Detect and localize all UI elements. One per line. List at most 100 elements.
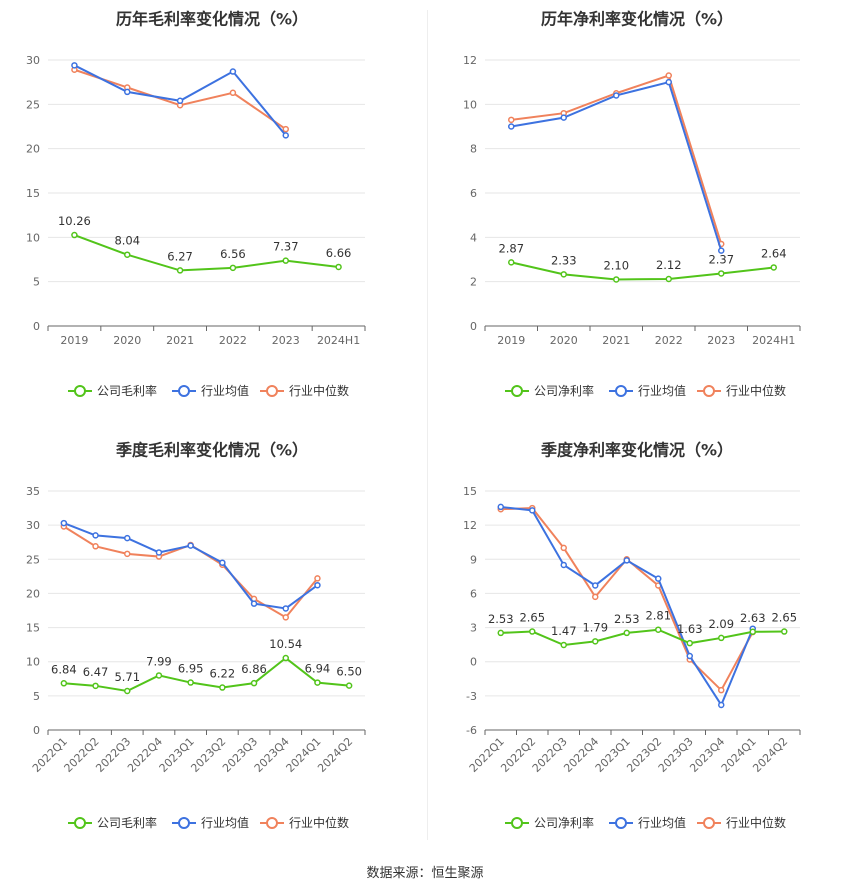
- data-point-avg: [560, 561, 567, 569]
- y-tick-label: 2: [470, 276, 477, 289]
- data-point-company: [250, 679, 258, 687]
- data-point-median: [92, 543, 99, 550]
- data-point-avg: [497, 503, 504, 511]
- legend-swatch-marker: [178, 817, 190, 829]
- data-point-company: [508, 259, 515, 266]
- x-tick-label: 2019: [60, 334, 88, 347]
- x-tick-label: 2024H1: [317, 334, 360, 347]
- legend-label: 行业中位数: [726, 815, 786, 830]
- data-label: 5.71: [114, 670, 140, 684]
- data-label: 6.47: [83, 665, 109, 679]
- data-point-company: [592, 638, 599, 645]
- legend-label: 行业中位数: [289, 383, 349, 398]
- data-point-company: [560, 641, 567, 649]
- data-point-median: [282, 125, 289, 133]
- y-tick-label: 6: [470, 187, 477, 200]
- annual-gross-margin-chart: 历年毛利率变化情况（%） 0 5 10 15 20 25 30 2019 2020 2021 2022…: [0, 0, 425, 430]
- legend-label: 行业中位数: [726, 383, 786, 398]
- legend-label: 公司净利率: [534, 383, 594, 398]
- y-tick-label: 9: [470, 553, 477, 566]
- y-tick-label: 3: [470, 622, 477, 635]
- series-line-company: [63, 656, 350, 693]
- data-label: 2.53: [488, 612, 514, 626]
- x-tick-label: 2023: [707, 334, 735, 347]
- data-label: 2.37: [708, 252, 734, 266]
- data-point-company: [529, 628, 536, 635]
- data-point-median: [665, 72, 672, 79]
- data-point-company: [497, 629, 504, 637]
- data-point-avg: [92, 532, 99, 539]
- x-tick-label: 2020: [113, 334, 141, 347]
- series-line-company: [511, 261, 774, 281]
- y-tick-label: 15: [463, 485, 477, 498]
- y-tick-label: 5: [33, 276, 40, 289]
- data-label: 1.79: [582, 620, 608, 634]
- data-point-median: [508, 116, 515, 124]
- legend-label: 行业均值: [201, 383, 249, 398]
- legend-label: 公司毛利率: [97, 383, 157, 398]
- y-tick-label: 4: [470, 231, 477, 244]
- legend-label: 公司净利率: [534, 815, 594, 830]
- data-point-avg: [655, 575, 662, 582]
- y-tick-label: 8: [470, 143, 477, 156]
- data-label: 2.09: [708, 617, 734, 631]
- data-point-avg: [176, 97, 184, 105]
- data-point-company: [314, 679, 321, 686]
- series-line-avg: [63, 522, 319, 610]
- legend-swatch-marker: [511, 385, 523, 397]
- x-tick-label: 2024Q2: [315, 735, 355, 775]
- data-point-company: [92, 682, 99, 690]
- data-point-company: [124, 687, 131, 695]
- y-tick-label: 20: [26, 143, 40, 156]
- x-tick-label: 2021: [602, 334, 630, 347]
- data-label: 2.65: [771, 611, 797, 625]
- data-label: 2.12: [656, 258, 682, 272]
- data-label: 6.86: [241, 662, 267, 676]
- data-point-company: [176, 267, 184, 274]
- chart-title: 季度毛利率变化情况（%）: [115, 441, 308, 460]
- data-point-avg: [718, 701, 725, 709]
- data-point-company: [665, 275, 672, 283]
- data-point-median: [560, 544, 567, 552]
- data-source-footer: 数据来源：恒生聚源: [366, 866, 484, 881]
- annual-net-margin-chart: 历年净利率变化情况（%） 0 2 4 6 8 10 12 2019 2020 2021 2022 202…: [425, 0, 850, 430]
- y-tick-label: 0: [470, 320, 477, 333]
- data-point-company: [686, 639, 693, 647]
- data-label: 6.84: [51, 662, 77, 676]
- legend-swatch-marker: [703, 817, 715, 829]
- annual-gross-margin-svg: 历年毛利率变化情况（%） 0 5 10 15 20 25 30 2019 2020 2021 2022…: [26, 10, 366, 398]
- data-point-avg: [665, 78, 672, 86]
- data-point-company: [155, 672, 163, 679]
- data-point-avg: [718, 247, 725, 254]
- data-point-company: [560, 271, 567, 278]
- data-point-avg: [314, 581, 321, 589]
- data-point-company: [229, 264, 237, 272]
- data-point-company: [219, 684, 226, 691]
- x-tick-label: 2024Q2: [750, 735, 790, 775]
- data-label: 10.54: [269, 637, 302, 651]
- data-point-company: [124, 251, 131, 258]
- quarterly-net-margin-chart: 季度净利率变化情况（%） -6 -3 0 3 6 9 12 15 2022Q1 2022Q2 2022…: [425, 430, 850, 860]
- y-tick-label: 30: [26, 54, 40, 67]
- data-point-avg: [219, 559, 226, 566]
- y-tick-label: 5: [33, 690, 40, 703]
- data-point-company: [718, 270, 725, 277]
- data-point-company: [282, 257, 289, 264]
- data-point-avg: [187, 542, 194, 549]
- legend-swatch-marker: [178, 385, 190, 397]
- series-line-avg: [500, 505, 754, 708]
- legend-label: 行业均值: [638, 383, 686, 398]
- data-point-median: [718, 686, 725, 694]
- y-tick-label: 15: [26, 187, 40, 200]
- data-point-avg: [686, 652, 693, 660]
- y-tick-label: 12: [463, 54, 477, 67]
- data-point-avg: [623, 557, 630, 564]
- data-label: 10.26: [58, 214, 91, 228]
- x-tick-label: 2024H1: [752, 334, 795, 347]
- data-label: 1.63: [677, 622, 703, 636]
- series-line-median: [500, 507, 754, 692]
- quarterly-net-margin-svg: 季度净利率变化情况（%）-6-3036912152022Q12022Q22022…: [463, 441, 801, 830]
- y-tick-label: 35: [26, 485, 40, 498]
- data-point-avg: [529, 507, 536, 514]
- data-point-avg: [560, 114, 567, 121]
